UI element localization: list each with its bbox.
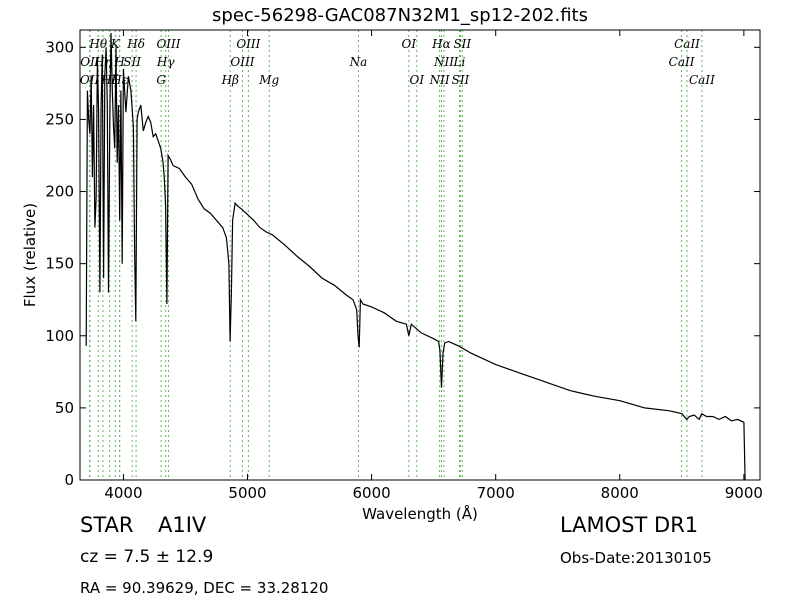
plot-frame [79,29,761,481]
spectral-line-label: SII [123,55,141,69]
spectral-line-label: Mg [258,73,279,87]
spectral-line-label: Hβ [221,73,239,87]
x-tick-label: 4000 [104,484,142,502]
x-tick-label: 8000 [601,484,639,502]
x-tick-label: 7000 [477,484,515,502]
spectral-line-label: SII [453,37,471,51]
y-tick-label: 150 [45,255,74,273]
spectral-line-label: Hδ [126,37,145,51]
y-tick-label: 100 [45,327,74,345]
object-subclass: A1IV [158,513,207,537]
axis-ticks: 4000 5000 6000 7000 8000 9000 0 50 100 150 200 250 3… [45,30,763,502]
x-tick-label: 6000 [353,484,391,502]
spectral-line-label: OI [402,37,417,51]
spectral-line-label: OII [80,55,100,69]
spectral-line-label: SII [452,73,470,87]
spectral-line-label: Hα [431,37,451,51]
observation-date: Obs-Date:20130105 [560,549,712,567]
spectral-line-label: Hθ [88,37,107,51]
spectral-line-label: OIII [230,55,254,69]
spectral-line-label: OIII [156,37,180,51]
y-axis-label: Flux (relative) [21,202,39,308]
spectral-line-label: K [110,37,121,51]
spectral-line-label: OIII [236,37,260,51]
x-tick-label: 9000 [725,484,763,502]
spectral-line-label: Hε [110,73,128,87]
y-tick-label: 200 [45,183,74,201]
survey-name: LAMOST DR1 [560,513,699,537]
spectral-line-label: Na [349,55,368,69]
x-tick-label: 5000 [228,484,266,502]
spectral-line-label: CaII [669,55,695,69]
y-tick-label: 300 [45,38,74,56]
y-tick-label: 250 [45,110,74,128]
line-marker-layer [89,30,703,480]
coordinates-info: RA = 90.39629, DEC = 33.28120 [80,579,329,597]
spectral-line-label: G [156,73,166,87]
spectral-line-label: Li [453,55,466,69]
line-label-layer: OIIOIIHθHηHζKHHεSIIHδGHγOIIIHβOIIIOIIIMg… [80,37,715,87]
chart-title: spec-56298-GAC087N32M1_sp12-202.fits [212,5,588,26]
y-tick-label: 50 [55,399,74,417]
spectral-line-label: CaII [674,37,700,51]
x-axis-label: Wavelength (Å) [362,505,478,523]
spectral-line-label: OII [80,73,100,87]
spectral-line-label: NII [433,55,454,69]
y-tick-label: 0 [64,471,74,489]
spectral-line-label: CaII [689,73,715,87]
spectral-line-label: Hγ [156,55,175,69]
spectrum-line [85,32,746,481]
redshift-info: cz = 7.5 ± 12.9 [80,547,214,567]
spectral-line-label: OI [409,73,424,87]
object-class: STAR [80,513,134,537]
spectral-line-label: NII [429,73,450,87]
